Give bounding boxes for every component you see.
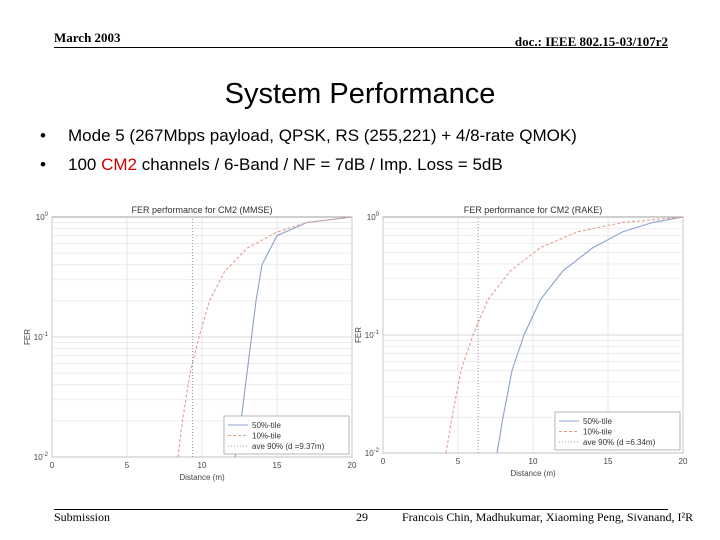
legend-entry: 50%-tile (583, 417, 612, 426)
x-tick-label: 0 (50, 461, 55, 470)
legend-entry: ave 90% (d =9.37m) (252, 442, 325, 451)
chart-rake: 0 5 10 15 20 100 10-1 10-2 FER performance for C… (354, 205, 688, 478)
bullet-dot: • (40, 126, 46, 145)
slide-title: System Performance (224, 78, 496, 110)
footer-authors: Francois Chin, Madhukumar, Xiaoming Peng… (402, 510, 694, 524)
chart-title: FER performance for CM2 (MMSE) (131, 205, 272, 215)
bullet-dot: • (40, 155, 46, 174)
footer-page-number: 29 (356, 510, 368, 524)
y-axis-label: FER (23, 329, 32, 345)
header-rule (54, 47, 668, 48)
y-tick-label: 10-2 (365, 448, 380, 458)
y-axis-label: FER (354, 327, 363, 343)
footer-rule (54, 509, 668, 510)
bullet-2-accent: CM2 (101, 155, 137, 174)
x-axis-label: Distance (m) (179, 473, 225, 482)
series-line-1 (234, 216, 353, 458)
x-axis-label: Distance (m) (510, 469, 556, 478)
header-date: March 2003 (54, 30, 121, 45)
legend-entry: ave 90% (d =6.34m) (583, 438, 656, 447)
chart-title: FER performance for CM2 (RAKE) (464, 205, 603, 215)
x-tick-label: 10 (198, 461, 207, 470)
x-tick-label: 20 (679, 457, 688, 466)
y-tick-label: 100 (367, 212, 380, 222)
y-tick-label: 10-1 (365, 330, 380, 340)
series-line-2 (445, 216, 684, 454)
series-line-2 (177, 216, 353, 458)
bullet-1-text: Mode 5 (267Mbps payload, QPSK, RS (255,2… (68, 126, 577, 145)
y-tick-label: 10-2 (34, 452, 49, 462)
x-tick-label: 20 (348, 461, 357, 470)
x-tick-label: 15 (273, 461, 282, 470)
chart-mmse: 0 5 10 15 20 100 10-1 10-2 FER performance for C… (23, 205, 357, 482)
header-doc-id: doc.: IEEE 802.15-03/107r2 (514, 34, 668, 49)
legend-entry: 10%-tile (583, 428, 612, 437)
bullet-1: • Mode 5 (267Mbps payload, QPSK, RS (255,… (40, 126, 577, 146)
bullet-2: • 100 CM2 channels / 6-Band / NF = 7dB / … (40, 155, 503, 175)
y-tick-label: 100 (36, 212, 49, 222)
footer-submission: Submission (54, 510, 111, 524)
x-tick-label: 0 (381, 457, 386, 466)
x-tick-label: 10 (529, 457, 538, 466)
series-line-1 (496, 216, 684, 454)
legend-entry: 50%-tile (252, 421, 281, 430)
legend-entry: 10%-tile (252, 432, 281, 441)
x-tick-label: 5 (456, 457, 461, 466)
bullet-2-post: channels / 6-Band / NF = 7dB / Imp. Loss… (137, 155, 503, 174)
bullet-2-pre: 100 (68, 155, 102, 174)
x-tick-label: 15 (604, 457, 613, 466)
y-tick-label: 10-1 (34, 332, 49, 342)
x-tick-label: 5 (125, 461, 130, 470)
